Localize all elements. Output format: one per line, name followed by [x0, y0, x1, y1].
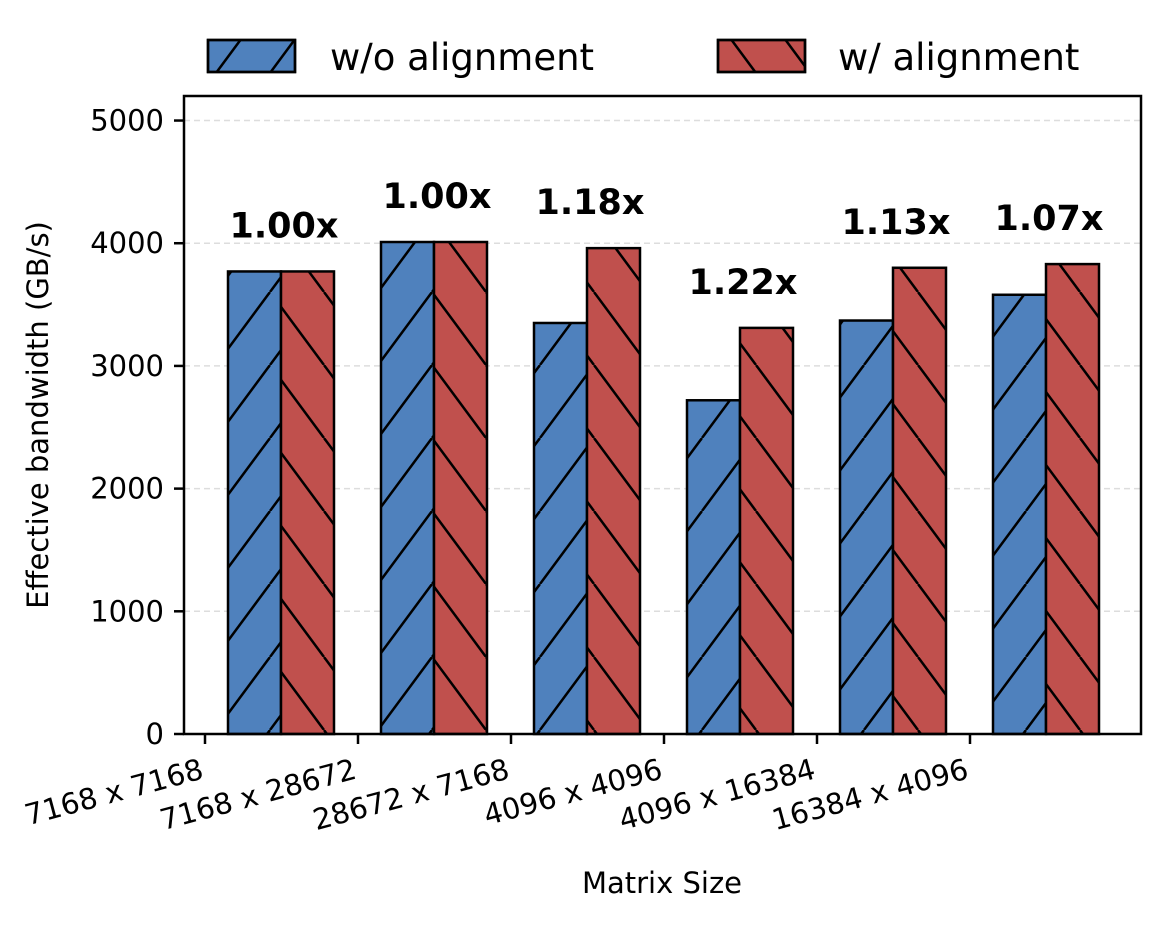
- bar-hatch: [432, 240, 489, 736]
- bar-hatch: [226, 270, 283, 736]
- bar-hatch: [1044, 262, 1101, 736]
- legend-item-w-alignment: w/ alignment: [716, 36, 1079, 79]
- y-axis: 0 1000 2000 3000 4000 5000: [90, 104, 184, 751]
- speedup-label: 1.07x: [995, 199, 1104, 239]
- y-tick-label: 3000: [90, 349, 164, 383]
- legend: w/o alignment w/ alignment: [206, 36, 1079, 79]
- plot-frame: [182, 94, 1143, 736]
- bar-hatch: [532, 321, 589, 736]
- bar-hatch: [379, 240, 436, 736]
- y-axis-title: Effective bandwidth (GB/s): [21, 221, 55, 609]
- bar-hatch: [279, 270, 336, 736]
- bars: [226, 240, 1101, 736]
- y-tick-label: 1000: [90, 594, 164, 628]
- legend-label-wo-alignment: w/o alignment: [330, 36, 594, 79]
- legend-label-w-alignment: w/ alignment: [838, 36, 1079, 79]
- y-tick-label: 2000: [90, 472, 164, 506]
- bar-hatch: [738, 326, 795, 736]
- bar-hatch: [891, 266, 948, 736]
- bar-hatch: [838, 319, 895, 736]
- x-axis-title: Matrix Size: [582, 866, 742, 900]
- speedup-label: 1.00x: [383, 177, 492, 217]
- bar-hatch: [585, 246, 642, 736]
- y-tick-label: 4000: [90, 226, 164, 260]
- speedup-label: 1.22x: [689, 263, 798, 303]
- y-tick-label: 0: [146, 717, 164, 751]
- legend-item-wo-alignment: w/o alignment: [206, 36, 594, 79]
- legend-swatch-hatch-wo-alignment: [206, 38, 297, 74]
- bar-annotations: 1.00x 1.00x 1.18x 1.22x 1.13x 1.07x: [230, 177, 1104, 303]
- bar-hatch: [991, 293, 1048, 736]
- speedup-label: 1.13x: [842, 203, 951, 243]
- bar-hatch: [685, 399, 742, 736]
- speedup-label: 1.18x: [536, 183, 645, 223]
- legend-swatch-hatch-w-alignment: [716, 38, 807, 74]
- speedup-label: 1.00x: [230, 206, 339, 246]
- y-tick-label: 5000: [90, 104, 164, 138]
